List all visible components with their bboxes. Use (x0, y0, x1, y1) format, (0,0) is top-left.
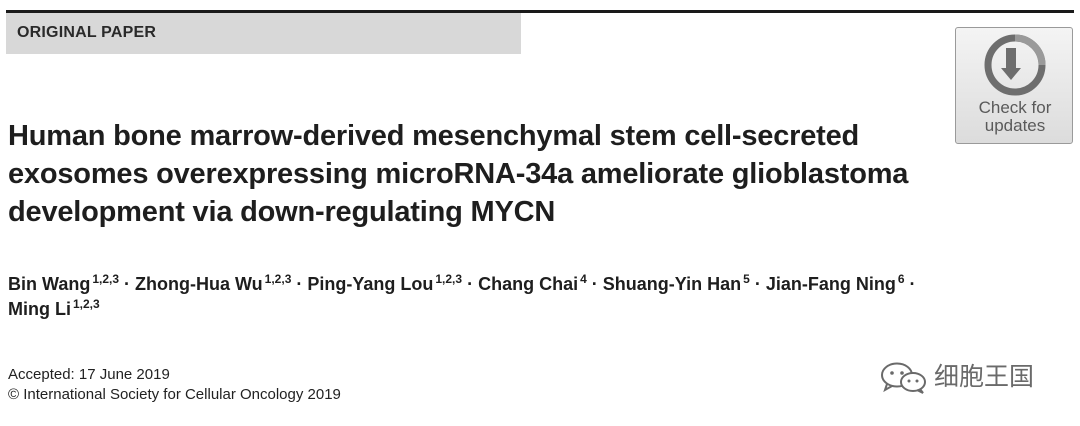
check-for-updates-badge[interactable]: Check for updates (955, 27, 1073, 144)
author-name[interactable]: Jian-Fang Ning (765, 274, 896, 294)
author-list: Bin Wang 1,2,3 · Zhong-Hua Wu 1,2,3 · Ping-Yan… (8, 272, 1068, 322)
article-type-label: ORIGINAL PAPER (17, 24, 157, 41)
author-name[interactable]: Zhong-Hua Wu (135, 274, 263, 294)
copyright-notice: © International Society for Cellular Onc… (8, 386, 341, 403)
author-name[interactable]: Ping-Yang Lou (307, 274, 434, 294)
author-separator: · (124, 274, 131, 294)
accepted-date: Accepted: 17 June 2019 (8, 366, 170, 383)
author-affiliation: 1,2,3 (72, 297, 100, 311)
author-affiliation: 5 (743, 272, 750, 286)
author-affiliation: 6 (897, 272, 905, 286)
author-affiliation: 1,2,3 (92, 272, 120, 286)
watermark-text: 细胞王国 (934, 362, 1035, 391)
paper-title: Human bone marrow-derived mesenchymal st… (8, 117, 938, 231)
title-line-2: exosomes overexpressing microRNA-34a ame… (8, 158, 909, 190)
author-affiliation: 1,2,3 (264, 272, 292, 286)
check-for-updates-icon (984, 34, 1046, 96)
title-line-1: Human bone marrow-derived mesenchymal st… (8, 120, 860, 152)
author-name[interactable]: Bin Wang (8, 274, 91, 294)
badge-line-2: updates (984, 116, 1046, 135)
badge-line-1: Check for (978, 98, 1052, 117)
top-rule (6, 10, 1074, 13)
author-name[interactable]: Shuang-Yin Han (602, 274, 742, 294)
author-name[interactable]: Chang Chai (478, 274, 579, 294)
author-affiliation: 4 (580, 272, 587, 286)
author-separator: · (591, 274, 598, 294)
author-separator: · (467, 274, 474, 294)
check-for-updates-text: Check for updates (956, 99, 1074, 135)
title-line-3: development via down-regulating MYCN (8, 196, 556, 228)
author-affiliation: 1,2,3 (435, 272, 463, 286)
author-name[interactable]: Ming Li (8, 299, 71, 319)
author-separator: · (909, 274, 916, 294)
article-type-banner: ORIGINAL PAPER (6, 13, 521, 54)
author-separator: · (296, 274, 303, 294)
author-separator: · (754, 274, 761, 294)
wechat-icon (881, 362, 926, 394)
